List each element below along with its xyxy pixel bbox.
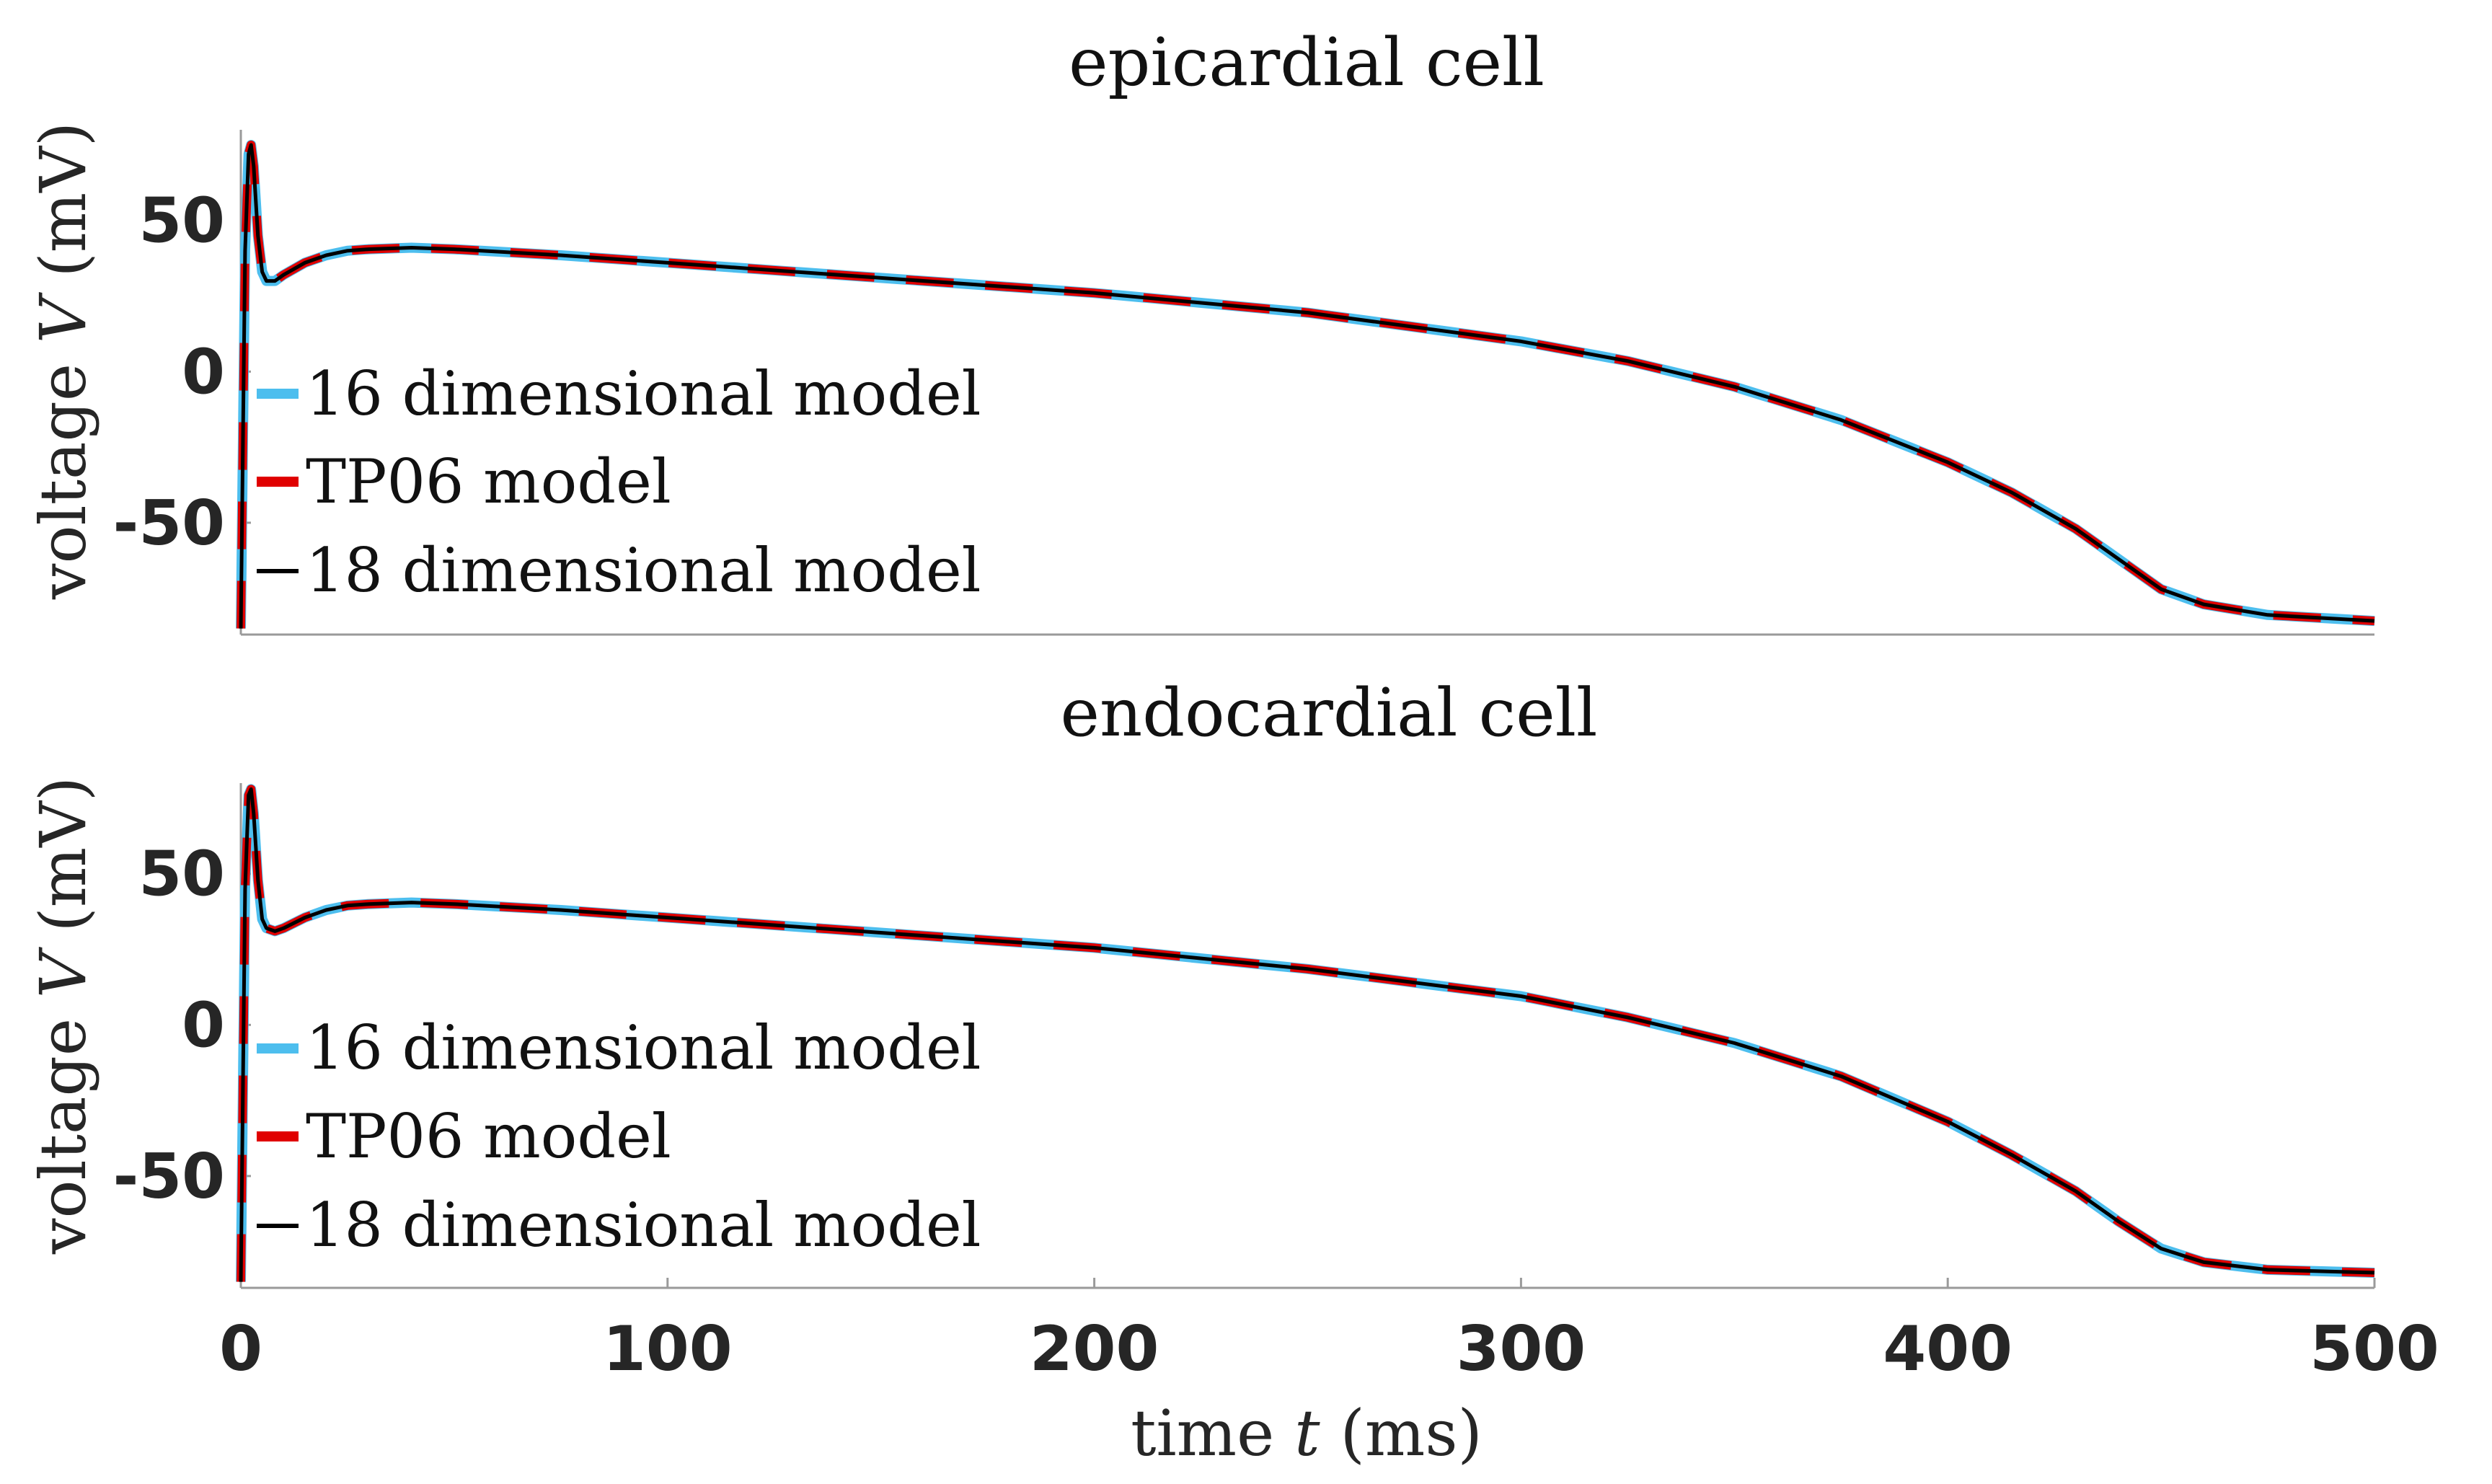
x-tick-label: 500 bbox=[2310, 1313, 2439, 1385]
x-tick-label: 400 bbox=[1883, 1313, 2012, 1385]
series-line-3 bbox=[239, 787, 2375, 1282]
plot-area bbox=[236, 784, 2375, 1282]
series-line-3 bbox=[239, 143, 2375, 629]
x-tick-label: 0 bbox=[219, 1313, 262, 1385]
legend-label-16d: 16 dimensional model bbox=[306, 1012, 981, 1083]
x-tick-label: 100 bbox=[603, 1313, 733, 1385]
panel-epicardial: epicardial cell voltage V (mV) 50 0 -50 16… bbox=[26, 24, 2375, 636]
legend-label-18d: 18 dimensional model bbox=[306, 1190, 981, 1260]
legend-label-16d: 16 dimensional model bbox=[306, 358, 981, 429]
y-tick-label: 0 bbox=[182, 336, 225, 408]
axes: 50 0 -50 bbox=[113, 130, 2374, 636]
y-axis-label: voltage V (mV) bbox=[26, 122, 100, 600]
plot-area bbox=[236, 140, 2375, 629]
axes: 500-500 100 200 300 400 500 bbox=[113, 783, 2439, 1385]
x-tick-label: 200 bbox=[1030, 1313, 1159, 1385]
legend: 16 dimensional model TP06 model 18 dimen… bbox=[257, 358, 981, 606]
x-axis-label: time t (ms) bbox=[1131, 1396, 1483, 1470]
legend-label-18d: 18 dimensional model bbox=[306, 535, 981, 606]
panel-endocardial: endocardial cell voltage V (mV) 500-500 1… bbox=[26, 674, 2439, 1470]
y-tick-label: -50 bbox=[113, 1141, 225, 1213]
panel-title: epicardial cell bbox=[1069, 24, 1545, 101]
x-tick-label: 300 bbox=[1457, 1313, 1586, 1385]
legend-label-tp06: TP06 model bbox=[306, 1101, 671, 1172]
y-tick-label: 50 bbox=[138, 839, 225, 911]
y-tick-label: 50 bbox=[138, 185, 225, 257]
legend-label-tp06: TP06 model bbox=[306, 446, 671, 517]
panel-title: endocardial cell bbox=[1061, 674, 1598, 751]
legend: 16 dimensional model TP06 model 18 dimen… bbox=[257, 1012, 981, 1260]
y-axis-label: voltage V (mV) bbox=[26, 777, 100, 1255]
y-tick-label: -50 bbox=[113, 487, 225, 560]
y-tick-label: 0 bbox=[182, 989, 225, 1061]
